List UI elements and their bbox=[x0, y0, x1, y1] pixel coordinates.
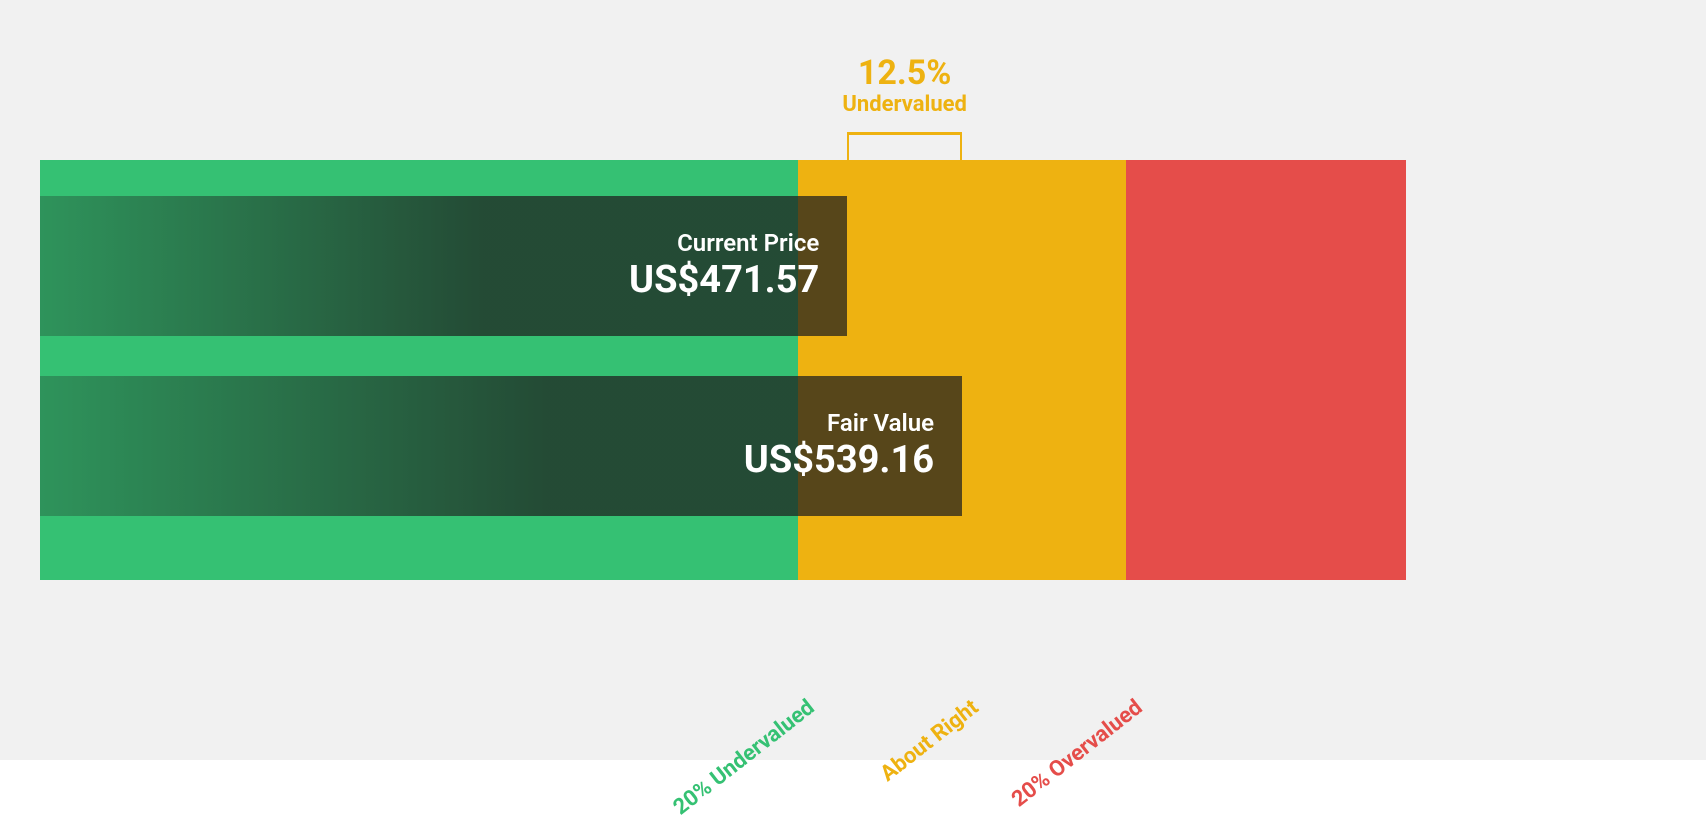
bracket-hline bbox=[847, 132, 962, 135]
callout-percent: 12.5% bbox=[842, 55, 967, 92]
fair-value-label: Fair Value bbox=[40, 408, 934, 438]
fair-value-bar: Fair Value US$539.16 bbox=[40, 376, 962, 516]
callout-status: Undervalued bbox=[842, 92, 967, 118]
axis-label-overvalued: 20% Overvalued bbox=[1007, 695, 1147, 812]
current-price-bar: Current Price US$471.57 bbox=[40, 196, 847, 336]
axis-labels: 20% Undervalued About Right 20% Overvalu… bbox=[0, 595, 1706, 715]
axis-label-about-right: About Right bbox=[876, 695, 984, 787]
current-price-label: Current Price bbox=[40, 228, 819, 258]
valuation-chart: 12.5% Undervalued Current Price US$471.5… bbox=[0, 0, 1706, 760]
axis-label-undervalued: 20% Undervalued bbox=[669, 695, 820, 820]
current-price-value: US$471.57 bbox=[40, 258, 819, 304]
fair-value-value: US$539.16 bbox=[40, 438, 934, 484]
callout-bracket bbox=[847, 132, 962, 160]
bar-layer: Current Price US$471.57 Fair Value US$53… bbox=[40, 160, 1406, 580]
valuation-callout: 12.5% Undervalued bbox=[842, 55, 967, 119]
